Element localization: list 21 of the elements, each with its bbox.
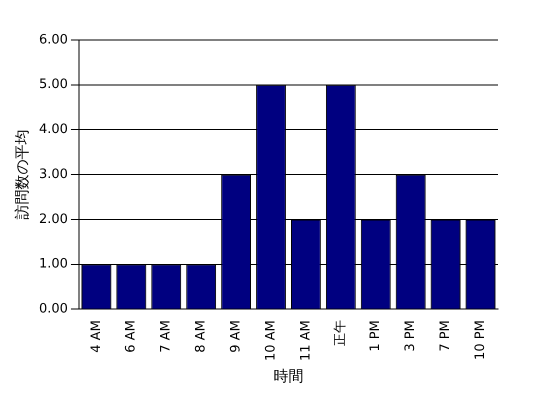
x-tick-label: 7 AM bbox=[158, 320, 174, 353]
x-tick-label: 9 AM bbox=[228, 320, 244, 353]
x-tick-label: 3 PM bbox=[403, 320, 418, 352]
y-tick-label: 2.00 bbox=[38, 212, 68, 227]
y-tick-label: 6.00 bbox=[38, 32, 68, 48]
y-tick-label: 0.00 bbox=[38, 302, 68, 317]
x-tick-label: 10 PM bbox=[472, 320, 488, 360]
y-tick-label: 1.00 bbox=[38, 256, 68, 272]
x-tick-label: 11 AM bbox=[298, 320, 314, 362]
y-tick-label: 3.00 bbox=[38, 166, 68, 182]
y-axis-title: 訪問数の平均 bbox=[12, 130, 31, 220]
x-tick-label: 10 AM bbox=[263, 320, 278, 362]
x-tick-label: 8 AM bbox=[194, 320, 209, 353]
x-tick-label: 1 PM bbox=[368, 320, 384, 352]
x-tick-label: 4 AM bbox=[88, 320, 104, 353]
y-tick-label: 4.00 bbox=[38, 122, 68, 138]
x-tick-label: 7 PM bbox=[438, 320, 453, 352]
y-tick-label: 5.00 bbox=[38, 77, 68, 92]
x-axis-title: 時間 bbox=[273, 366, 304, 385]
x-tick-label: 正午 bbox=[333, 320, 348, 346]
x-tick-label: 6 AM bbox=[124, 320, 139, 353]
